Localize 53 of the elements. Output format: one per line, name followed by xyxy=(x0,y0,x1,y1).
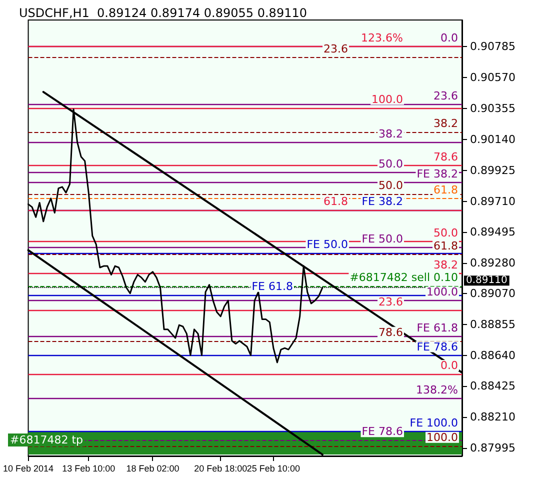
annotation: 50.0 xyxy=(434,226,458,240)
y-tick-label: 0.88640 xyxy=(470,348,516,362)
annotation: 61.8 xyxy=(324,194,348,208)
annotation: FE 78.6 xyxy=(362,425,404,438)
annotation: 23.6 xyxy=(434,90,458,103)
annotation: FE 100.0 xyxy=(410,416,458,430)
y-tick-label: 0.89280 xyxy=(470,256,516,270)
annotation: 38.2 xyxy=(378,127,404,140)
band-label: #6817482 tp xyxy=(10,434,84,447)
y-tick-label: 0.89710 xyxy=(470,194,516,208)
y-tick-label: 0.89495 xyxy=(470,226,516,239)
annotation: 0.0 xyxy=(440,358,458,372)
x-tick-label: 10 Feb 2014 xyxy=(2,464,54,474)
y-tick-label: 0.90355 xyxy=(470,102,516,115)
y-tick-label: 0.90570 xyxy=(470,71,516,84)
annotation: 100.0 xyxy=(426,430,458,444)
y-tick-label: 0.89925 xyxy=(470,164,516,177)
y-tick-label: 0.88425 xyxy=(470,380,516,393)
x-tick-label: 13 Feb 10:00 xyxy=(62,464,116,474)
x-tick-label: 20 Feb 18:00 xyxy=(194,464,248,474)
annotation: 38.2 xyxy=(434,258,458,272)
annotation: 123.6% xyxy=(361,32,404,45)
annotation: FE 61.8 xyxy=(252,280,294,293)
annotation: 61.8 xyxy=(434,240,458,253)
annotation: FE 38.2 xyxy=(362,194,404,208)
annotation: 38.2 xyxy=(434,117,458,130)
annotation: 78.6 xyxy=(378,326,404,339)
annotation: 23.6 xyxy=(324,42,348,56)
annotation: 0.0 xyxy=(440,32,458,45)
annotation: FE 78.6 xyxy=(416,340,458,354)
annotation: FE 61.8 xyxy=(416,322,458,335)
annotation: FE 50.0 xyxy=(362,232,404,246)
annotation: 138.2% xyxy=(416,383,458,396)
x-tick-label: 25 Feb 10:00 xyxy=(246,464,300,474)
annotation: #6817482 sell 0.10 xyxy=(350,271,458,284)
annotation: 50.0 xyxy=(378,179,404,192)
annotation: 100.0 xyxy=(372,92,404,106)
y-tick-label: 0.90140 xyxy=(470,132,516,146)
annotation: FE 50.0 xyxy=(306,238,348,252)
y-tick-label: 0.90785 xyxy=(470,40,516,54)
annotation: 23.6 xyxy=(378,296,404,309)
chart-title: USDCHF,H1 0.89124 0.89174 0.89055 0.89110 xyxy=(19,6,307,20)
y-tick-label: 0.88210 xyxy=(470,410,516,424)
x-tick-label: 18 Feb 02:00 xyxy=(126,464,180,474)
annotation: FE 38.2 xyxy=(416,168,458,181)
y-tick-label: 0.89070 xyxy=(470,286,516,300)
ref-line-label: 0.89110 xyxy=(466,275,508,286)
annotation: 78.6 xyxy=(434,150,458,164)
annotation: 100.0 xyxy=(426,286,458,299)
annotation: 61.8 xyxy=(434,183,458,196)
y-tick-label: 0.87995 xyxy=(470,442,516,455)
y-tick-label: 0.88855 xyxy=(470,318,516,331)
annotation: 50.0 xyxy=(378,158,404,171)
